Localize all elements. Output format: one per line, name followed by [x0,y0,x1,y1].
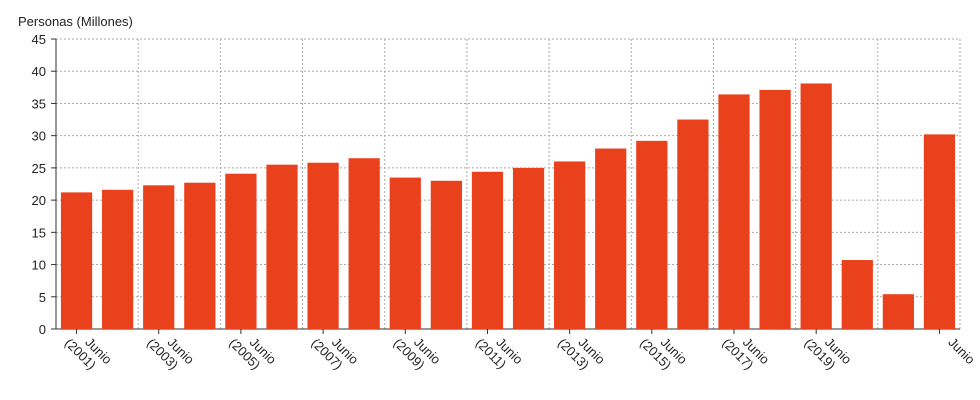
y-tick-label: 25 [32,161,46,176]
bar [266,164,298,329]
y-tick-label: 45 [32,32,46,47]
x-tick-label: Junio (2013) [555,325,611,381]
bar [841,260,873,329]
x-tick-label: Junio (2011) [473,325,529,381]
x-tick-label: Junio (2015) [637,325,693,381]
x-tick-label: Junio (2007) [308,325,364,381]
x-tick-label: Junio (2003) [144,325,200,381]
bar [184,182,216,329]
bar [718,94,750,329]
bar [225,173,257,329]
x-tick-label: Junio (2017) [719,325,775,381]
bar [389,177,421,329]
y-tick-label: 0 [39,322,46,337]
bar [800,83,832,329]
bar [307,162,339,329]
x-tick-label: Junio (2005) [226,325,282,381]
x-tick-label: Junio (2009) [391,325,447,381]
bar [882,294,914,329]
bar [636,140,668,329]
y-tick-label: 15 [32,225,46,240]
y-tick-label: 40 [32,64,46,79]
x-tick-label: Junio (2001) [62,325,118,381]
bar [143,185,175,329]
chart-title: Personas (Millones) [18,14,133,29]
bar [923,134,956,329]
y-tick-label: 30 [32,129,46,144]
bar [60,192,93,329]
bar [759,89,791,330]
bar [512,167,545,329]
y-tick-label: 35 [32,96,46,111]
bar [595,148,627,329]
y-tick-label: 10 [32,258,46,273]
x-tick-label: Junio (2019) [802,325,858,381]
bar [430,180,462,329]
bar [677,119,709,329]
bar [554,161,586,329]
x-tick-label: Junio [945,335,978,368]
y-tick-label: 20 [32,193,46,208]
y-tick-label: 5 [39,290,46,305]
bar [471,171,504,329]
bar [102,189,134,329]
bar [348,158,380,329]
